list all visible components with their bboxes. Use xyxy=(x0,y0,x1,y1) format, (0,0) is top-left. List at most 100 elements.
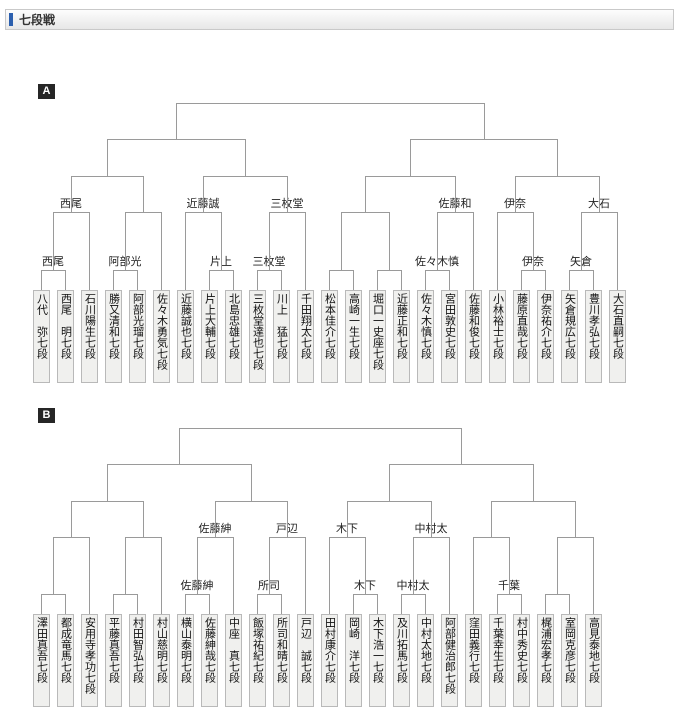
bracket-line-vertical xyxy=(329,270,330,290)
bracket-line-vertical xyxy=(593,270,594,290)
bracket-line-horizontal xyxy=(425,270,450,271)
bracket-line-vertical xyxy=(575,501,576,537)
page-title: 七段戦 xyxy=(19,12,56,27)
bracket-line-vertical xyxy=(389,464,390,501)
bracket-line-vertical xyxy=(215,501,216,537)
bracket-line-vertical xyxy=(89,537,90,614)
bracket-line-horizontal xyxy=(581,212,618,213)
bracket-line-vertical xyxy=(515,176,516,212)
bracket-line-horizontal xyxy=(197,537,234,538)
bracket-line-vertical xyxy=(185,212,186,290)
player-box: 片上大輔七段 xyxy=(200,290,218,383)
bracket-line-horizontal xyxy=(257,270,282,271)
bracket-line-vertical xyxy=(473,537,474,614)
bracket-line-horizontal xyxy=(491,501,576,502)
bracket-line-vertical xyxy=(473,212,474,290)
bracket-line-vertical xyxy=(221,212,222,270)
player-box: 平藤真吾七段 xyxy=(104,614,122,707)
player-box: 千葉幸生七段 xyxy=(488,614,506,707)
block-marker: B xyxy=(38,408,55,423)
bracket-line-horizontal xyxy=(473,537,510,538)
bracket-line-vertical xyxy=(269,537,270,594)
bracket-line-vertical xyxy=(491,501,492,537)
bracket-line-vertical xyxy=(203,176,204,212)
bracket-line-vertical xyxy=(329,537,330,614)
bracket-line-horizontal xyxy=(125,537,162,538)
bracket-line-vertical xyxy=(410,139,411,176)
bracket-line-horizontal xyxy=(53,537,90,538)
bracket-line-vertical xyxy=(143,176,144,212)
bracket-line-horizontal xyxy=(521,270,546,271)
bracket-line-horizontal xyxy=(71,176,144,177)
player-box: 村中秀史七段 xyxy=(512,614,530,707)
bracket-line-horizontal xyxy=(497,594,522,595)
bracket-line-vertical xyxy=(269,212,270,270)
bracket-line-vertical xyxy=(353,270,354,290)
bracket-line-vertical xyxy=(53,212,54,270)
bracket-line-horizontal xyxy=(389,464,534,465)
player-box: 横山泰明七段 xyxy=(176,614,194,707)
bracket-line-horizontal xyxy=(365,176,456,177)
bracket-line-vertical xyxy=(161,537,162,614)
player-box: 八代 弥七段 xyxy=(32,290,50,383)
bracket-line-vertical xyxy=(509,537,510,594)
player-box: 田村康介七段 xyxy=(320,614,338,707)
bracket-line-vertical xyxy=(137,270,138,290)
bracket-line-vertical xyxy=(233,537,234,614)
bracket-line-vertical xyxy=(353,594,354,614)
bracket-line-vertical xyxy=(389,212,390,270)
bracket-line-vertical xyxy=(305,537,306,614)
bracket-line-vertical xyxy=(593,537,594,614)
bracket-line-horizontal xyxy=(185,212,222,213)
bracket-line-vertical xyxy=(557,139,558,176)
bracket-line-vertical xyxy=(377,270,378,290)
bracket-line-vertical xyxy=(569,270,570,290)
player-box: 高崎一生七段 xyxy=(344,290,362,383)
bracket-line-vertical xyxy=(176,103,177,139)
bracket-line-vertical xyxy=(497,594,498,614)
bracket-line-vertical xyxy=(617,212,618,290)
player-box: 伊奈祐介七段 xyxy=(536,290,554,383)
bracket-line-vertical xyxy=(521,270,522,290)
bracket-line-horizontal xyxy=(401,594,426,595)
bracket-line-vertical xyxy=(245,139,246,176)
bracket-line-vertical xyxy=(425,270,426,290)
bracket-line-horizontal xyxy=(557,537,594,538)
player-box: 小林裕士七段 xyxy=(488,290,506,383)
bracket-line-vertical xyxy=(209,270,210,290)
bracket-line-horizontal xyxy=(545,594,570,595)
bracket-line-vertical xyxy=(431,501,432,537)
bracket-line-vertical xyxy=(437,212,438,270)
bracket-line-horizontal xyxy=(353,594,378,595)
bracket-line-horizontal xyxy=(329,270,354,271)
bracket-line-horizontal xyxy=(257,594,282,595)
player-box: 豊川孝弘七段 xyxy=(584,290,602,383)
player-box: 矢倉規広七段 xyxy=(560,290,578,383)
player-box: 木下浩一七段 xyxy=(368,614,386,707)
bracket-line-horizontal xyxy=(497,212,534,213)
player-box: 阿部健治郎七段 xyxy=(440,614,458,707)
bracket-line-horizontal xyxy=(347,501,432,502)
player-box: 川上 猛七段 xyxy=(272,290,290,383)
player-box: 佐藤和俊七段 xyxy=(464,290,482,383)
bracket-line-horizontal xyxy=(215,501,288,502)
player-box: 高見泰地七段 xyxy=(584,614,602,707)
player-box: 勝又清和七段 xyxy=(104,290,122,383)
player-box: 所司和晴七段 xyxy=(272,614,290,707)
bracket-line-vertical xyxy=(107,139,108,176)
bracket-line-vertical xyxy=(401,594,402,614)
bracket-line-vertical xyxy=(137,594,138,614)
bracket-line-horizontal xyxy=(437,212,474,213)
player-box: 堀口一史座七段 xyxy=(368,290,386,383)
bracket-line-horizontal xyxy=(329,537,366,538)
bracket-line-vertical xyxy=(71,501,72,537)
player-box: 澤田真吾七段 xyxy=(32,614,50,707)
bracket-line-vertical xyxy=(449,537,450,614)
bracket-line-vertical xyxy=(89,212,90,290)
player-box: 石川陽生七段 xyxy=(80,290,98,383)
bracket-line-vertical xyxy=(341,212,342,270)
player-box: 阿部光瑠七段 xyxy=(128,290,146,383)
bracket-line-vertical xyxy=(65,594,66,614)
bracket-line-vertical xyxy=(233,270,234,290)
